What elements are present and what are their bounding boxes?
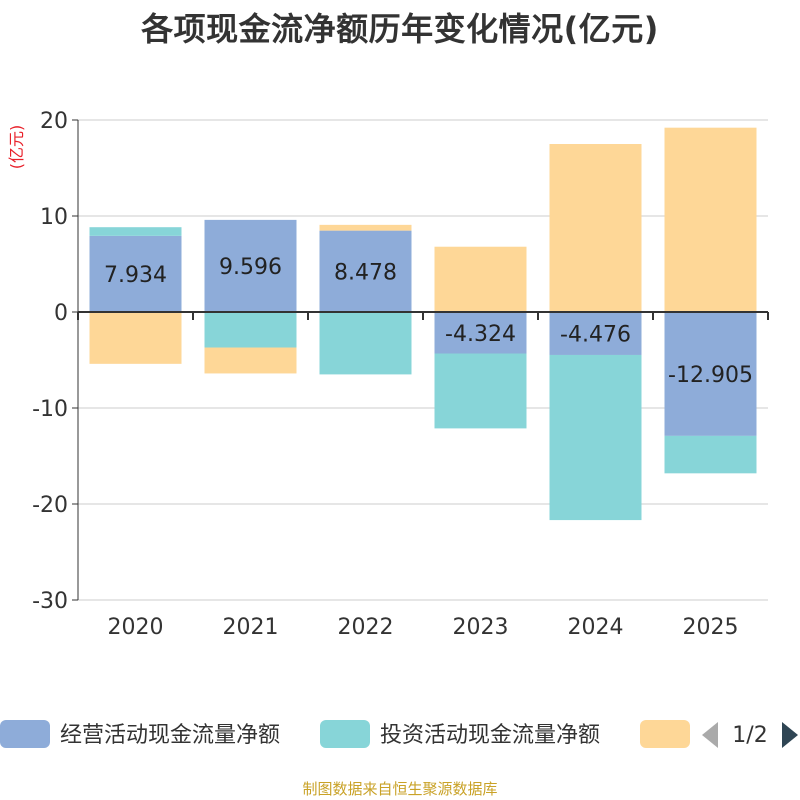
chart-title: 各项现金流净额历年变化情况(亿元)	[141, 10, 659, 48]
legend-page-indicator: 1/2	[732, 723, 767, 748]
bar-segment	[319, 224, 412, 231]
bar-segment	[549, 312, 642, 355]
y-tick-label: -30	[32, 589, 68, 614]
x-tick-label: 2023	[453, 615, 509, 640]
bar-segment	[319, 312, 412, 375]
bar-segment	[89, 235, 182, 312]
bar-segment	[434, 246, 527, 312]
x-tick-label: 2020	[108, 615, 164, 640]
y-tick-label: -20	[32, 493, 68, 518]
y-axis-label: (亿元)	[7, 125, 26, 170]
bar-segment	[664, 127, 757, 313]
source-note: 制图数据来自恒生聚源数据库	[302, 780, 498, 798]
bar-value-label: 7.934	[104, 263, 167, 288]
bar-segment	[664, 312, 757, 436]
x-tick-label: 2025	[683, 615, 739, 640]
x-tick-label: 2021	[223, 615, 279, 640]
bar-segment	[89, 227, 182, 236]
legend-label[interactable]: 投资活动现金流量净额	[380, 723, 600, 748]
bar-segment	[204, 347, 297, 374]
legend-swatch[interactable]	[320, 720, 370, 748]
bar-segment	[434, 353, 527, 429]
legend-label[interactable]: 经营活动现金流量净额	[60, 723, 280, 748]
bar-value-label: -4.324	[445, 322, 516, 347]
legend-swatch[interactable]	[0, 720, 50, 748]
y-tick-label: -10	[32, 397, 68, 422]
x-tick-label: 2024	[568, 615, 624, 640]
legend-next-icon[interactable]	[782, 722, 798, 748]
legend: 经营活动现金流量净额 投资活动现金流量净额 1/2	[0, 720, 798, 748]
x-tick-label: 2022	[338, 615, 394, 640]
bar-segment	[664, 435, 757, 474]
y-tick-label: 0	[54, 301, 68, 326]
y-tick-label: 10	[40, 205, 68, 230]
bar-segment	[204, 219, 297, 312]
bar-segment	[549, 144, 642, 312]
bars	[89, 127, 757, 521]
bar-value-label: 8.478	[334, 260, 397, 285]
bar-value-label: -4.476	[560, 322, 631, 347]
bar-segment	[89, 312, 182, 364]
bar-segment	[319, 230, 412, 312]
legend-prev-icon[interactable]	[702, 722, 718, 748]
bar-value-label: 9.596	[219, 255, 282, 280]
bar-segment	[549, 354, 642, 521]
bar-segment	[434, 312, 527, 354]
bar-segment	[204, 312, 297, 348]
data-labels: 7.934 9.596 8.478 -4.324 -4.476 -12.905	[104, 255, 753, 388]
legend-swatch[interactable]	[640, 720, 690, 748]
y-tick-label: 20	[40, 109, 68, 134]
bar-value-label: -12.905	[668, 363, 753, 388]
axes: 20 10 0 -10 -20 -30 (亿元) 2020 2021 2022 2023 2024 20…	[7, 109, 769, 640]
